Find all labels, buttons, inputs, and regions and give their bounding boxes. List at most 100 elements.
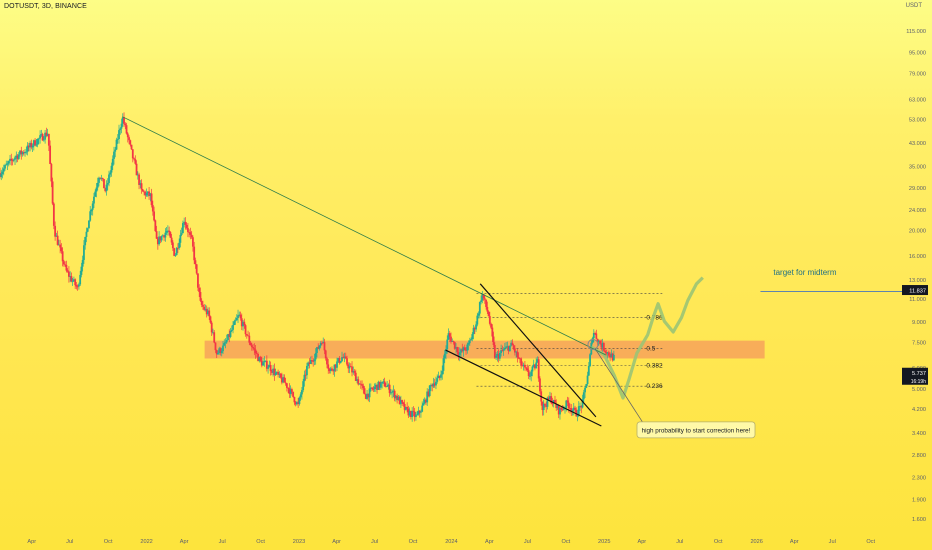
fib-level-label: 0.382 — [646, 363, 663, 370]
candle-body — [96, 182, 99, 188]
candle-body — [498, 352, 501, 359]
candle-body — [388, 384, 391, 394]
candle-body — [501, 350, 504, 351]
candle-body — [40, 134, 43, 136]
candle-body — [428, 385, 431, 397]
candle-body — [322, 342, 325, 344]
wedge-lower-line — [445, 349, 602, 427]
candle-body — [41, 134, 44, 141]
candle-body — [555, 403, 558, 409]
candle-body — [128, 137, 130, 141]
candle-body — [426, 391, 429, 403]
candle-body — [109, 172, 112, 175]
candle-body — [378, 381, 381, 388]
candle-body — [472, 327, 475, 335]
candle-body — [387, 384, 390, 387]
candle-body — [12, 159, 15, 161]
candle-body — [363, 388, 366, 395]
x-axis-tick-label: Jul — [371, 539, 378, 545]
candle-body — [324, 350, 327, 359]
candle-body — [141, 189, 144, 192]
candle-body — [35, 144, 38, 146]
candle-body — [84, 236, 87, 246]
candle-body — [94, 191, 97, 197]
candle-body — [165, 230, 168, 233]
candle-body — [50, 163, 53, 182]
candle-body — [526, 368, 529, 371]
y-axis-tick-label: 24.000 — [909, 208, 926, 214]
x-axis-tick-label: Oct — [561, 539, 570, 545]
candle-body — [104, 188, 107, 192]
candle-body — [343, 356, 346, 358]
candle-body — [462, 347, 465, 352]
candle-body — [30, 142, 33, 148]
candle-body — [123, 117, 125, 124]
candle-body — [311, 359, 313, 362]
candle-body — [455, 347, 457, 349]
candle-body — [397, 397, 400, 401]
candle-body — [584, 387, 586, 393]
candle-body — [183, 221, 186, 224]
candle-body — [508, 345, 511, 352]
candle-body — [182, 223, 184, 234]
candle-body — [269, 365, 272, 372]
candle-body — [130, 144, 133, 150]
candle-body — [296, 402, 298, 405]
candle-body — [166, 230, 169, 232]
candle-body — [244, 325, 247, 335]
candle-body — [34, 140, 36, 146]
candle-body — [326, 358, 328, 365]
x-axis-tick-label: Jul — [219, 539, 226, 545]
candle-body — [609, 355, 612, 358]
candle-body — [15, 155, 18, 158]
long-descending-trendline — [122, 116, 607, 356]
candle-body — [222, 345, 224, 352]
candle-body — [503, 347, 506, 350]
candle-body — [521, 365, 524, 367]
candle-body — [188, 232, 191, 233]
target-price-label: 11.837 — [909, 288, 926, 294]
candle-body — [42, 139, 45, 141]
candle-body — [150, 193, 153, 206]
candle-body — [560, 407, 563, 410]
candle-body — [22, 152, 25, 154]
candle-body — [163, 235, 166, 238]
candle-body — [7, 161, 10, 164]
candle-body — [445, 349, 447, 354]
candle-body — [118, 130, 120, 139]
candle-body — [552, 399, 555, 404]
candle-body — [471, 334, 474, 340]
candle-body — [31, 145, 34, 148]
candle-body — [607, 352, 610, 356]
candle-body — [108, 174, 110, 183]
candle-body — [430, 384, 432, 386]
candle-body — [136, 174, 139, 176]
y-axis-tick-label: 13.000 — [909, 278, 926, 284]
candle-body — [17, 154, 20, 159]
candle-body — [106, 182, 109, 185]
candle-body — [158, 236, 161, 245]
y-axis-tick-label: 1.900 — [912, 497, 926, 503]
candle-body — [562, 407, 565, 410]
candle-body — [587, 366, 590, 376]
currency-label: USDT — [905, 3, 922, 9]
candle-body — [91, 203, 94, 210]
candle-body — [289, 389, 292, 394]
candle-body — [169, 232, 172, 238]
candle-body — [6, 163, 9, 165]
x-axis-tick-label: 2026 — [750, 539, 762, 545]
projected-price-path — [590, 276, 704, 400]
candle-body — [601, 343, 604, 348]
candle-body — [229, 330, 232, 337]
candle-body — [506, 346, 509, 348]
candle-body — [160, 236, 163, 241]
candle-body — [582, 392, 585, 400]
candle-body — [596, 338, 599, 343]
candle-body — [427, 391, 430, 397]
x-axis-tick-label: Jul — [829, 539, 836, 545]
x-axis-tick-label: Apr — [180, 539, 189, 545]
candle-body — [133, 158, 135, 160]
y-axis-tick-label: 53.000 — [909, 117, 926, 123]
